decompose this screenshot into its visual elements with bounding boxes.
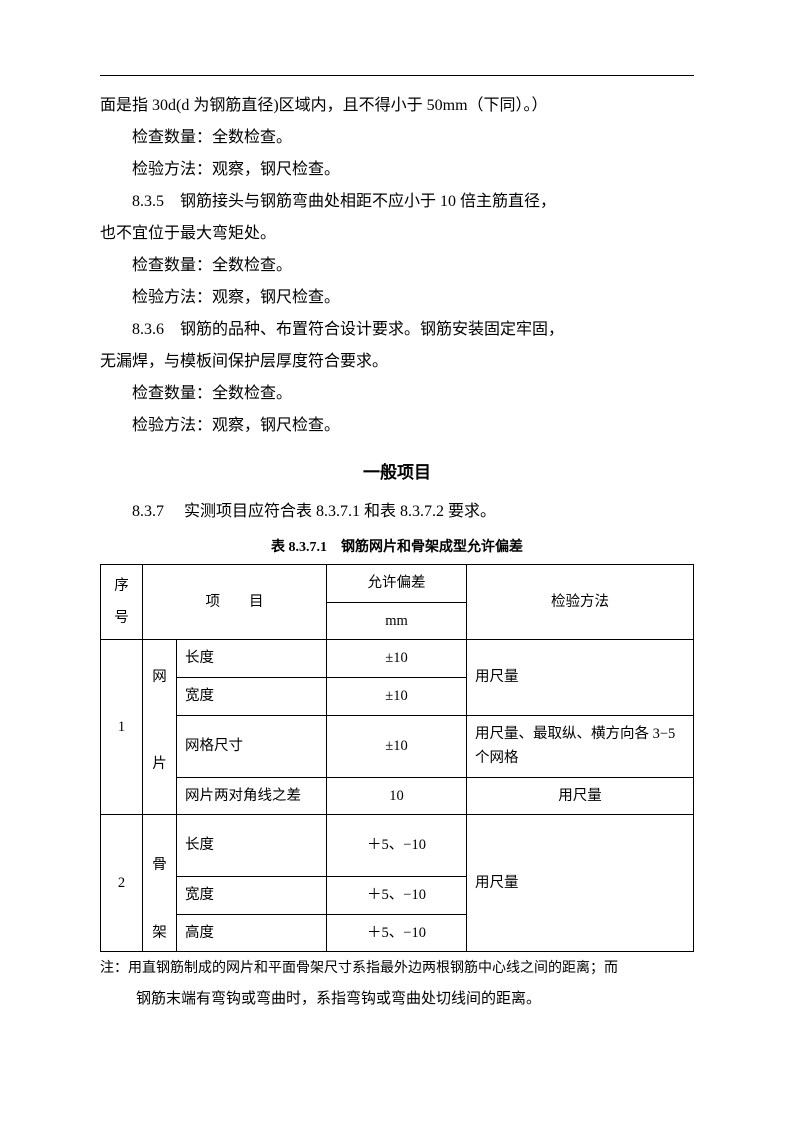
cell-item: 高度 (177, 914, 327, 952)
cell-method: 用尺量 (467, 640, 694, 715)
cell-method: 用尺量 (467, 815, 694, 952)
cell-method: 用尺量 (467, 777, 694, 815)
cell-tol: 10 (327, 777, 467, 815)
body-text: 无漏焊，与模板间保护层厚度符合要求。 (100, 346, 694, 378)
cell-group-bot: 片 (143, 715, 177, 815)
body-text: 检查数量：全数检查。 (100, 122, 694, 154)
table-row: 网片两对角线之差 10 用尺量 (101, 777, 694, 815)
body-text: 检验方法：观察，钢尺检查。 (100, 282, 694, 314)
table-header-row: 序 号 项 目 允许偏差 检验方法 (101, 565, 694, 603)
body-text: 8.3.7 实测项目应符合表 8.3.7.1 和表 8.3.7.2 要求。 (100, 496, 694, 528)
cell-item: 网格尺寸 (177, 715, 327, 777)
cell-tol: ±10 (327, 715, 467, 777)
cell-item: 长度 (177, 640, 327, 678)
cell-seq: 2 (101, 815, 143, 952)
header-item: 项 目 (143, 565, 327, 640)
header-seq-bot: 号 (105, 606, 138, 631)
body-text: 8.3.6 钢筋的品种、布置符合设计要求。钢筋安装固定牢固， (100, 314, 694, 346)
cell-group-bot: 架 (143, 914, 177, 952)
body-text: 检验方法：观察，钢尺检查。 (100, 154, 694, 186)
cell-item: 宽度 (177, 677, 327, 715)
cell-tol: ＋5、−10 (327, 815, 467, 877)
body-text: 检验方法：观察，钢尺检查。 (100, 410, 694, 442)
cell-tol: ＋5、−10 (327, 877, 467, 915)
tolerance-table: 序 号 项 目 允许偏差 检验方法 mm 1 网 长度 ±10 用尺量 宽度 ±… (100, 564, 694, 952)
cell-tol: ＋5、−10 (327, 914, 467, 952)
cell-tol: ±10 (327, 677, 467, 715)
table-note: 注：用直钢筋制成的网片和平面骨架尺寸系指最外边两根钢筋中心线之间的距离；而 (100, 956, 694, 981)
table-note: 钢筋末端有弯钩或弯曲时，系指弯钩或弯曲处切线间的距离。 (100, 986, 694, 1013)
body-text: 面是指 30d(d 为钢筋直径)区域内，且不得小于 50mm（下同）。） (100, 90, 694, 122)
header-method: 检验方法 (467, 565, 694, 640)
cell-tol: ±10 (327, 640, 467, 678)
body-text: 检查数量：全数检查。 (100, 250, 694, 282)
cell-item: 长度 (177, 815, 327, 877)
cell-group-top: 网 (143, 640, 177, 715)
cell-item: 网片两对角线之差 (177, 777, 327, 815)
cell-seq: 1 (101, 640, 143, 815)
cell-group-top: 骨 (143, 815, 177, 914)
table-title: 表 8.3.7.1 钢筋网片和骨架成型允许偏差 (100, 534, 694, 562)
table-row: 片 网格尺寸 ±10 用尺量、最取纵、横方向各 3−5 个网格 (101, 715, 694, 777)
header-tol-bot: mm (327, 602, 467, 640)
header-seq-top: 序 (105, 574, 138, 599)
body-text: 也不宜位于最大弯矩处。 (100, 218, 694, 250)
table-row: 1 网 长度 ±10 用尺量 (101, 640, 694, 678)
cell-item: 宽度 (177, 877, 327, 915)
table-row: 2 骨 长度 ＋5、−10 用尺量 (101, 815, 694, 877)
section-heading: 一般项目 (100, 456, 694, 490)
cell-method: 用尺量、最取纵、横方向各 3−5 个网格 (467, 715, 694, 777)
header-tol-top: 允许偏差 (327, 565, 467, 603)
body-text: 8.3.5 钢筋接头与钢筋弯曲处相距不应小于 10 倍主筋直径， (100, 186, 694, 218)
header-seq: 序 号 (101, 565, 143, 640)
body-text: 检查数量：全数检查。 (100, 378, 694, 410)
